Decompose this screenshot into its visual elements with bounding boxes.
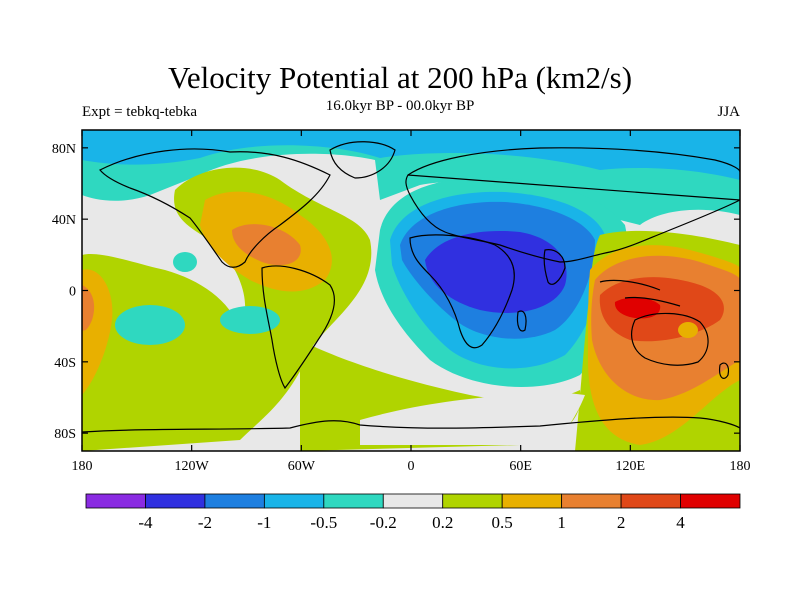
colorbar-label: 0.5 (492, 513, 513, 532)
x-tick-label: 120E (616, 459, 646, 474)
y-tick-label: 80N (52, 142, 76, 157)
x-tick-label: 60W (288, 459, 316, 474)
coast-greenland (329, 141, 396, 179)
field-africa-core (425, 230, 567, 313)
colorbar-label: -4 (138, 513, 153, 532)
colorbar-label: 2 (617, 513, 626, 532)
season-label: JJA (717, 104, 740, 120)
x-tick-label: 60E (509, 459, 532, 474)
x-axis: 180 120W 60W 0 60E 120E 180 (72, 130, 751, 474)
colorbar-swatch (85, 493, 146, 509)
colorbar-swatch (620, 493, 681, 509)
coast-antarctica (82, 416, 740, 433)
y-tick-label: 80S (54, 427, 76, 442)
colorbar-label: 1 (557, 513, 566, 532)
coast-eurasia (405, 147, 740, 263)
colorbar-label: 0.2 (432, 513, 453, 532)
field-north-blue (82, 130, 740, 180)
x-tick-label: 180 (72, 459, 93, 474)
colorbar-swatch (145, 493, 206, 509)
colorbar-swatch (680, 493, 741, 509)
coast-south-america (261, 265, 335, 390)
colorbar-swatch (382, 493, 444, 509)
colorbar-label: 4 (676, 513, 685, 532)
colorbar-swatch (204, 493, 265, 509)
colorbar-label: -2 (198, 513, 212, 532)
coast-indonesia (599, 279, 681, 307)
coast-africa (409, 234, 515, 349)
x-tick-label: 180 (730, 459, 751, 474)
y-axis: 80N 40N 0 40S 80S (52, 142, 740, 442)
coast-new-zealand (719, 362, 730, 379)
field-pacific-cyan-3 (173, 252, 197, 272)
colorbar: -4 -2 -1 -0.5 -0.2 0.2 0.5 1 2 4 (85, 493, 741, 532)
field-mc-yellow-patch (678, 322, 698, 338)
field-mc-red (614, 297, 661, 319)
colorbar-swatch (561, 493, 622, 509)
y-tick-label: 40N (52, 213, 76, 228)
y-tick-label: 40S (54, 356, 76, 371)
experiment-label: Expt = tebkq-tebka (82, 104, 198, 120)
chart-subtitle: 16.0kyr BP - 00.0kyr BP (325, 98, 475, 114)
colorbar-label: -0.2 (370, 513, 397, 532)
contour-field (82, 130, 740, 451)
coast-madagascar (516, 310, 527, 332)
coastlines (82, 141, 740, 433)
x-tick-label: 120W (175, 459, 210, 474)
field-pacific-orange (82, 285, 95, 331)
field-pacific-cyan-1 (115, 305, 185, 345)
field-pacific-cyan-2 (220, 306, 280, 334)
chart-title: Velocity Potential at 200 hPa (km2/s) (167, 60, 633, 95)
y-tick-label: 0 (69, 285, 76, 300)
colorbar-label: -0.5 (310, 513, 337, 532)
x-tick-label: 0 (408, 459, 415, 474)
coast-north-america (99, 148, 331, 268)
colorbar-swatch (263, 493, 325, 509)
colorbar-label: -1 (257, 513, 271, 532)
colorbar-swatch (323, 493, 384, 509)
coast-india (543, 249, 566, 285)
field-southern-band (360, 392, 585, 445)
colorbar-swatch (501, 493, 563, 509)
coast-australia (631, 312, 709, 366)
colorbar-swatch (442, 493, 503, 509)
